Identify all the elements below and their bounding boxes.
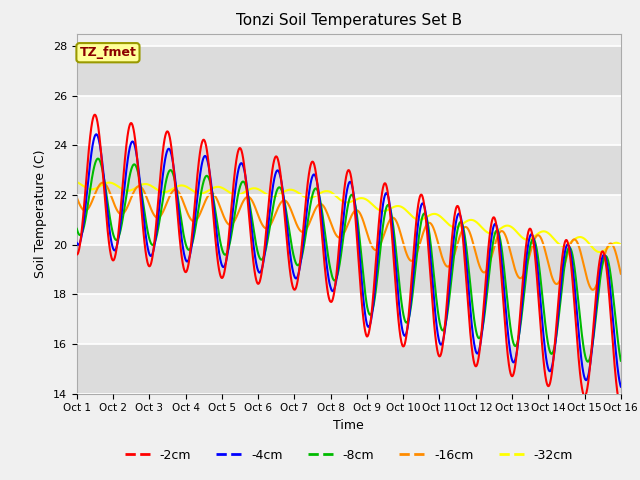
Bar [77, 46, 621, 96]
Bar [77, 96, 621, 145]
Text: TZ_fmet: TZ_fmet [79, 46, 136, 59]
Bar [77, 195, 621, 245]
Bar [77, 245, 621, 294]
Bar [77, 294, 621, 344]
Bar [77, 145, 621, 195]
Y-axis label: Soil Temperature (C): Soil Temperature (C) [35, 149, 47, 278]
Legend: -2cm, -4cm, -8cm, -16cm, -32cm: -2cm, -4cm, -8cm, -16cm, -32cm [120, 444, 578, 467]
Bar [77, 344, 621, 394]
Title: Tonzi Soil Temperatures Set B: Tonzi Soil Temperatures Set B [236, 13, 462, 28]
X-axis label: Time: Time [333, 419, 364, 432]
